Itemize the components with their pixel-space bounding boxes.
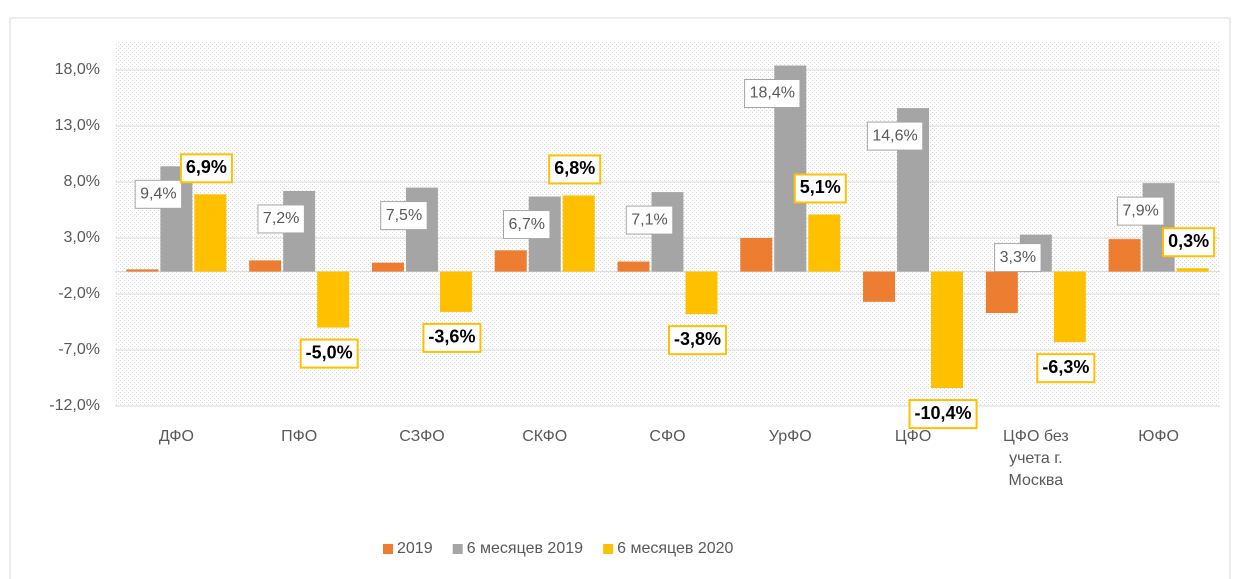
bar (194, 194, 227, 272)
data-label-text: 14,6% (872, 127, 917, 144)
data-label-box (502, 210, 551, 240)
bar (371, 262, 404, 272)
data-label: 7,5% (380, 201, 428, 231)
bar (740, 238, 773, 272)
data-label-text: 6,8% (554, 158, 595, 178)
data-label-box (1036, 353, 1096, 384)
x-tick-label: СКФО (522, 428, 568, 445)
bar (1053, 271, 1086, 343)
data-label: -6,3% (1036, 353, 1096, 384)
data-label-box (134, 179, 183, 209)
bar (494, 250, 527, 272)
bar (863, 271, 896, 302)
bar (126, 269, 159, 272)
bar (931, 271, 964, 389)
data-label-box (548, 154, 602, 185)
legend-label: 6 месяцев 2019 (467, 540, 583, 557)
data-label: 6,9% (179, 153, 233, 184)
data-label: 14,6% (866, 121, 924, 151)
data-label-box (744, 79, 801, 109)
data-label-box (299, 338, 359, 369)
data-label-text: 3,3% (1000, 249, 1036, 266)
bar (685, 271, 718, 315)
x-tick-label: ЮФО (1138, 428, 1179, 445)
data-label-box (994, 243, 1042, 273)
y-tick-label: -12,0% (49, 397, 100, 414)
data-label: 7,2% (257, 204, 305, 234)
data-label-text: 18,4% (750, 85, 795, 102)
data-label: 7,9% (1116, 196, 1165, 226)
data-label: 7,1% (625, 205, 674, 235)
data-label-text: -3,8% (674, 329, 721, 349)
y-tick-label: 13,0% (55, 117, 100, 134)
bar (617, 261, 650, 272)
data-label: -5,0% (299, 338, 359, 369)
x-tick-label: ДФО (158, 428, 194, 445)
data-label-box (179, 153, 233, 184)
data-label-text: 7,2% (263, 210, 299, 227)
data-label-text: -6,3% (1042, 357, 1089, 377)
y-tick-label: 3,0% (64, 229, 100, 246)
bar (317, 271, 350, 328)
data-label-box (625, 205, 674, 235)
legend-swatch (383, 544, 393, 554)
bar (985, 271, 1018, 314)
data-label: -10,4% (908, 399, 978, 430)
data-label-box (1162, 227, 1216, 258)
x-tick-label: СЗФО (399, 428, 445, 445)
data-label-text: 9,4% (140, 186, 176, 203)
data-label-text: 7,5% (386, 207, 422, 224)
bar (249, 260, 282, 272)
data-label-box (1116, 196, 1165, 226)
legend-swatch (603, 544, 614, 554)
x-tick-label: ПФО (281, 428, 318, 445)
data-label-box (793, 173, 847, 204)
data-label: 6,7% (502, 210, 551, 240)
data-label-text: 6,7% (508, 216, 544, 233)
data-label: -3,8% (667, 325, 728, 356)
data-label-box (667, 325, 728, 356)
data-label: 0,3% (1162, 227, 1216, 258)
data-label: -3,6% (422, 322, 482, 353)
data-label-text: 5,1% (800, 177, 841, 197)
x-tick-label: ЦФО без учета г. Москва (1002, 428, 1069, 489)
data-label-text: 0,3% (1168, 231, 1209, 251)
x-tick-label: СФО (649, 428, 686, 445)
bar (562, 195, 595, 272)
bar (1176, 268, 1209, 272)
data-label-box (380, 201, 428, 231)
data-label-box (866, 121, 924, 151)
data-label-text: 7,1% (631, 211, 667, 228)
legend-label: 2019 (397, 540, 433, 557)
data-label-box (908, 399, 978, 430)
bar (1108, 239, 1141, 272)
data-label: 18,4% (744, 79, 801, 109)
data-label: 3,3% (994, 243, 1042, 273)
data-label: 6,8% (548, 154, 602, 185)
data-label-text: 7,9% (1122, 202, 1158, 219)
y-tick-label: -2,0% (58, 285, 100, 302)
data-label-box (257, 204, 305, 234)
data-label-text: -10,4% (915, 403, 972, 423)
legend-label: 6 месяцев 2020 (617, 540, 733, 557)
data-label-text: 6,9% (186, 157, 227, 177)
x-tick-label: ЦФО (894, 428, 932, 445)
y-tick-label: 18,0% (55, 61, 100, 78)
data-label-text: -5,0% (306, 342, 353, 362)
bar (439, 271, 472, 312)
data-label-box (422, 322, 482, 353)
x-tick-label: УрФО (768, 428, 812, 445)
data-label-text: -3,6% (428, 327, 475, 347)
y-tick-label: -7,0% (58, 341, 100, 358)
data-label: 5,1% (793, 173, 847, 204)
legend-swatch (452, 544, 463, 554)
y-tick-label: 8,0% (64, 173, 100, 190)
bar (808, 214, 841, 272)
chart-border (9, 17, 1231, 579)
data-label: 9,4% (134, 179, 183, 209)
